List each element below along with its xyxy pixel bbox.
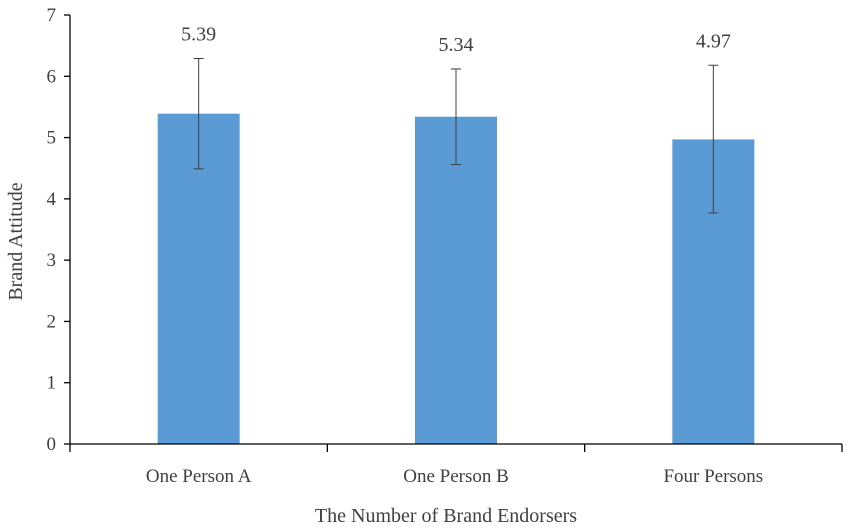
y-tick-label: 4 <box>47 189 57 210</box>
x-axis-title: The Number of Brand Endorsers <box>315 505 577 527</box>
data-label: 5.39 <box>181 24 216 46</box>
y-tick-label: 5 <box>47 128 57 149</box>
y-tick-label: 0 <box>47 434 57 455</box>
data-labels: 5.39 5.34 4.97 <box>181 24 731 56</box>
y-tick-label: 6 <box>47 66 57 87</box>
bars <box>157 113 755 445</box>
data-label: 4.97 <box>696 30 731 52</box>
x-axis-ticks: One Person A One Person B Four Persons <box>69 444 843 487</box>
error-bars <box>193 58 719 214</box>
y-tick-label: 1 <box>47 373 57 394</box>
y-tick-label: 7 <box>47 5 57 26</box>
y-tick-label: 3 <box>47 250 57 271</box>
x-category-label: Four Persons <box>663 466 763 487</box>
x-category-label: One Person B <box>403 466 509 487</box>
error-bar <box>451 68 461 166</box>
y-axis-ticks: 0 1 2 3 4 5 6 7 <box>47 5 70 455</box>
bar <box>415 116 497 444</box>
y-tick-label: 2 <box>47 311 57 332</box>
error-bar <box>193 58 204 170</box>
error-bar <box>708 64 719 214</box>
y-axis-title: Brand Attitude <box>5 182 27 300</box>
data-label: 5.34 <box>439 34 474 56</box>
x-category-label: One Person A <box>146 466 252 487</box>
